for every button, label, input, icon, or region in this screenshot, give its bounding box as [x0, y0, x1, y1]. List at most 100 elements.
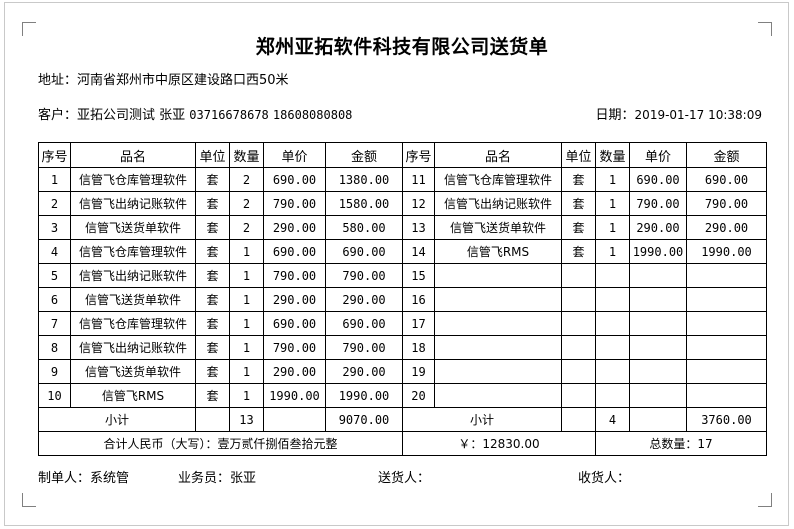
- table-row[interactable]: 1 信管飞仓库管理软件 套 2 690.00 1380.00 11 信管飞仓库管…: [38, 167, 767, 192]
- table-row[interactable]: 7 信管飞仓库管理软件 套 1 690.00 690.00 17: [38, 311, 767, 336]
- cell-price: 690.00: [629, 167, 687, 192]
- cell-amount: 790.00: [686, 191, 767, 216]
- cell-qty: 2: [229, 191, 264, 216]
- cell-unit: 套: [195, 359, 230, 384]
- table-row[interactable]: 4 信管飞仓库管理软件 套 1 690.00 690.00 14 信管飞RMS …: [38, 239, 767, 264]
- cell-qty: [595, 335, 630, 360]
- cell-seq: 9: [38, 359, 71, 384]
- date-value: 2019-01-17 10:38:09: [634, 108, 762, 122]
- cell-unit: [561, 263, 596, 288]
- header-amount-right: 金额: [686, 142, 767, 168]
- subtotal-unit-left: [195, 407, 230, 432]
- goods-table: 序号 品名 单位 数量 单价 金额 序号 品名 单位 数量 单价 金额 1 信管…: [38, 142, 767, 456]
- cell-name: 信管飞送货单软件: [70, 287, 196, 312]
- cell-unit: 套: [195, 335, 230, 360]
- cell-amount: 580.00: [325, 215, 403, 240]
- cell-price: 1990.00: [263, 383, 326, 408]
- subtotal-unit-right: [561, 407, 596, 432]
- table-header-row: 序号 品名 单位 数量 单价 金额 序号 品名 单位 数量 单价 金额: [38, 142, 767, 168]
- cell-unit: 套: [561, 167, 596, 192]
- cell-seq: 10: [38, 383, 71, 408]
- header-name-left: 品名: [70, 142, 196, 168]
- cell-name: [434, 359, 562, 384]
- cell-amount: 1990.00: [686, 239, 767, 264]
- cell-unit: 套: [195, 215, 230, 240]
- cell-price: [629, 359, 687, 384]
- customer-phone-1: 03716678678: [189, 108, 269, 122]
- cell-seq: 13: [402, 215, 435, 240]
- customer-value: 亚拓公司测试 张亚: [77, 108, 186, 123]
- table-row[interactable]: 6 信管飞送货单软件 套 1 290.00 290.00 16: [38, 287, 767, 312]
- customer-phone-2: 18608080808: [272, 108, 353, 122]
- cell-unit: [561, 359, 596, 384]
- header-price-right: 单价: [629, 142, 687, 168]
- cell-qty: 1: [595, 215, 630, 240]
- address-value: 河南省郑州市中原区建设路口西50米: [77, 73, 289, 88]
- date-line: 日期：2019-01-17 10:38:09: [596, 104, 766, 123]
- cell-name: 信管飞出纳记账软件: [434, 191, 562, 216]
- date-label: 日期：: [595, 108, 635, 123]
- deliverer-label: 送货人：: [378, 471, 431, 486]
- header-price-left: 单价: [263, 142, 326, 168]
- cell-name: [434, 263, 562, 288]
- crop-mark-top-right: [758, 22, 772, 36]
- subtotal-amount-right: 3760.00: [686, 407, 767, 432]
- cell-amount: [686, 287, 767, 312]
- cell-amount: [686, 263, 767, 288]
- cell-name: 信管飞出纳记账软件: [70, 335, 196, 360]
- maker-label: 制单人：系统管: [38, 471, 130, 486]
- cell-amount: [686, 311, 767, 336]
- table-row[interactable]: 2 信管飞出纳记账软件 套 2 790.00 1580.00 12 信管飞出纳记…: [38, 191, 767, 216]
- table-row[interactable]: 10 信管飞RMS 套 1 1990.00 1990.00 20: [38, 383, 767, 408]
- cell-price: 690.00: [263, 311, 326, 336]
- cell-qty: 1: [229, 311, 264, 336]
- cell-seq: 14: [402, 239, 435, 264]
- subtotal-qty-left: 13: [229, 407, 264, 432]
- table-row[interactable]: 3 信管飞送货单软件 套 2 290.00 580.00 13 信管飞送货单软件…: [38, 215, 767, 240]
- cell-unit: 套: [561, 239, 596, 264]
- cell-qty: [595, 383, 630, 408]
- cell-qty: 1: [595, 239, 630, 264]
- address-label: 地址：: [38, 73, 78, 88]
- cell-seq: 5: [38, 263, 71, 288]
- cell-unit: [561, 383, 596, 408]
- cell-qty: 1: [595, 191, 630, 216]
- cell-amount: [686, 383, 767, 408]
- subtotal-row: 小计 13 9070.00 小计 4 3760.00: [38, 407, 767, 432]
- cell-price: [629, 311, 687, 336]
- cell-name: [434, 287, 562, 312]
- cell-qty: [595, 263, 630, 288]
- total-row: 合计人民币（大写）：壹万贰仟捌佰叁拾元整 ￥：12830.00 总数量：17: [38, 431, 767, 456]
- cell-amount: 290.00: [325, 287, 403, 312]
- cell-seq: 4: [38, 239, 71, 264]
- cell-name: [434, 311, 562, 336]
- crop-mark-bottom-right: [758, 493, 772, 507]
- cell-seq: 2: [38, 191, 71, 216]
- cell-qty: 1: [229, 263, 264, 288]
- cell-qty: 1: [229, 287, 264, 312]
- cell-unit: 套: [195, 287, 230, 312]
- crop-mark-top-left: [22, 22, 36, 36]
- address-line: 地址：河南省郑州市中原区建设路口西50米: [38, 70, 766, 91]
- receiver-label: 收货人：: [578, 471, 631, 486]
- cell-name: 信管飞送货单软件: [434, 215, 562, 240]
- customer-label: 客户：: [38, 108, 78, 123]
- table-row[interactable]: 9 信管飞送货单软件 套 1 290.00 290.00 19: [38, 359, 767, 384]
- table-row[interactable]: 8 信管飞出纳记账软件 套 1 790.00 790.00 18: [38, 335, 767, 360]
- cell-seq: 6: [38, 287, 71, 312]
- cell-seq: 12: [402, 191, 435, 216]
- cell-unit: [561, 335, 596, 360]
- header-seq-right: 序号: [402, 142, 435, 168]
- table-row[interactable]: 5 信管飞出纳记账软件 套 1 790.00 790.00 15: [38, 263, 767, 288]
- cell-unit: [561, 311, 596, 336]
- cell-seq: 11: [402, 167, 435, 192]
- subtotal-price-left: [263, 407, 326, 432]
- cell-price: 790.00: [263, 335, 326, 360]
- cell-unit: 套: [195, 383, 230, 408]
- cell-price: [629, 287, 687, 312]
- cell-seq: 3: [38, 215, 71, 240]
- cell-unit: 套: [195, 167, 230, 192]
- cell-price: 290.00: [263, 287, 326, 312]
- cell-name: 信管飞出纳记账软件: [70, 191, 196, 216]
- total-in-words: 合计人民币（大写）：壹万贰仟捌佰叁拾元整: [38, 431, 403, 456]
